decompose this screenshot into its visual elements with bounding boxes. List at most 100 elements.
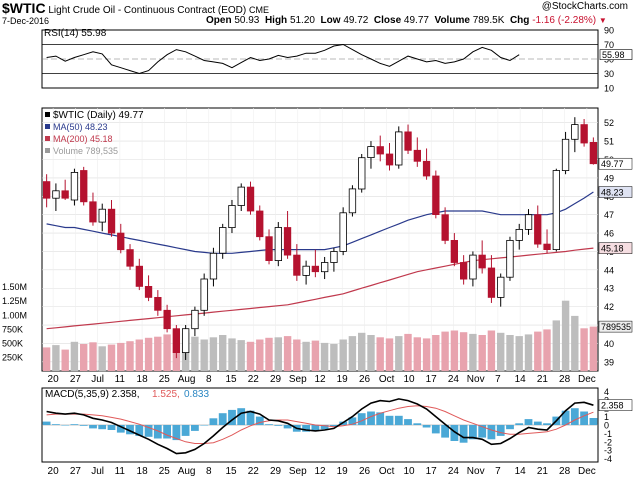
x-tick-label: 27: [70, 466, 82, 477]
volume-bar: [274, 337, 282, 372]
price-y-tick: 44: [604, 265, 614, 275]
macd-histogram-bar: [533, 421, 542, 425]
macd-histogram-bar: [376, 412, 385, 425]
macd-histogram-bar: [163, 425, 171, 439]
macd-label: MACD(5,35,9) 2.358,: [45, 389, 140, 400]
macd-signal-value: 1.525,: [152, 389, 180, 400]
macd-histogram-bar: [255, 416, 264, 425]
volume-bar: [80, 344, 88, 371]
macd-last-label: 2.358: [601, 401, 624, 411]
x-tick-label: 29: [270, 466, 282, 477]
macd-histogram-bar: [200, 425, 209, 426]
candle-body: [43, 181, 51, 199]
macd-y-tick: 1: [604, 412, 609, 422]
volume-bar: [367, 335, 375, 371]
volume-bar: [524, 334, 533, 371]
candle-body: [404, 131, 412, 151]
macd-histogram-bar: [311, 425, 320, 431]
rsi-label: RSI(14) 55.98: [44, 28, 107, 39]
close-label: Close: [373, 15, 402, 26]
legend-swatch: [45, 148, 50, 153]
x-tick-label: Oct: [379, 466, 395, 477]
candle-body: [580, 124, 588, 144]
volume-bar: [237, 340, 245, 371]
volume-y-tick: 500K: [2, 338, 23, 348]
x-tick-label: 15: [225, 374, 237, 385]
candle-body: [459, 262, 468, 280]
candle-body: [265, 236, 273, 261]
macd-histogram-bar: [487, 425, 496, 440]
volume-bar: [552, 320, 560, 371]
x-tick-label: 7: [495, 374, 501, 385]
x-tick-label: 17: [426, 374, 438, 385]
candle-body: [330, 251, 338, 263]
macd-histogram-bar: [181, 425, 190, 436]
macd-histogram-bar: [330, 425, 338, 427]
macd-histogram-bar: [79, 425, 88, 426]
symbol: $WTIC: [2, 0, 46, 16]
volume-bar: [302, 341, 310, 372]
high-label: High: [264, 15, 288, 26]
ma50-line: [46, 191, 594, 254]
x-tick-label: 12: [314, 466, 326, 477]
macd-histogram-bar: [385, 415, 394, 426]
x-tick-label: 28: [559, 374, 571, 385]
macd-histogram-bar: [589, 418, 598, 425]
volume-bar: [283, 336, 292, 371]
ma200-last-label: 45.18: [601, 244, 624, 254]
volume-bar: [571, 315, 579, 371]
candle-body: [441, 214, 449, 241]
candle-body: [413, 149, 422, 162]
x-tick-label: Jul: [91, 466, 104, 477]
x-tick-label: 21: [537, 374, 549, 385]
volume-bar: [589, 326, 598, 371]
candle-body: [561, 138, 570, 172]
volume-bar: [70, 341, 79, 372]
macd-histogram-bar: [89, 425, 97, 429]
legend-entry: $WTIC (Daily) 49.77: [53, 110, 144, 121]
legend-swatch: [45, 124, 50, 129]
macd-histogram-bar: [570, 408, 579, 425]
macd-histogram-bar: [404, 419, 412, 425]
legend-swatch: [45, 136, 50, 141]
macd-y-tick: 0: [604, 421, 609, 431]
candle-body: [348, 188, 357, 214]
volume-bar: [487, 330, 496, 371]
candle-body: [571, 124, 579, 140]
volume-bar: [506, 335, 514, 371]
high-value: 51.20: [289, 15, 315, 26]
macd-histogram-bar: [144, 425, 153, 437]
macd-histogram-bar: [209, 418, 218, 425]
volume-bar: [42, 347, 51, 371]
candle-body: [395, 131, 403, 166]
x-tick-label: 19: [337, 374, 349, 385]
volume-bar: [163, 334, 171, 371]
candle-body: [154, 296, 162, 311]
x-tick-label: Aug: [178, 374, 196, 385]
macd-histogram-bar: [422, 425, 431, 428]
open-label: Open: [206, 15, 232, 26]
close-value: 49.77: [403, 15, 429, 26]
macd-histogram-bar: [469, 425, 477, 440]
instrument-name: Light Crude Oil - Continuous Contract (E…: [48, 5, 247, 16]
volume-bar: [376, 337, 384, 372]
rsi-y-tick: 30: [604, 69, 614, 79]
candle-body: [589, 141, 597, 165]
x-tick-label: 15: [225, 466, 237, 477]
close-last-label: 49.77: [601, 159, 624, 169]
price-y-tick: 43: [604, 284, 614, 294]
candle-body: [497, 276, 505, 298]
candle-body: [506, 239, 514, 278]
macd-histogram-bar: [191, 425, 199, 431]
low-label: Low: [320, 15, 341, 26]
volume-bar: [200, 339, 208, 371]
ma200-line: [46, 247, 594, 330]
x-tick-label: 21: [537, 466, 549, 477]
candle-body: [283, 227, 292, 256]
macd-histogram-bar: [274, 425, 283, 426]
x-tick-label: 25: [159, 374, 171, 385]
x-tick-label: Aug: [178, 466, 196, 477]
volume-bar: [543, 329, 551, 371]
volume-label: Volume: [434, 15, 470, 26]
candle-body: [191, 309, 199, 330]
